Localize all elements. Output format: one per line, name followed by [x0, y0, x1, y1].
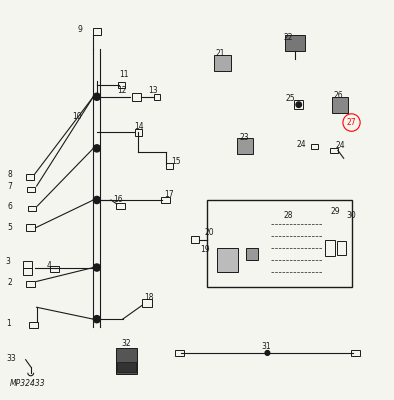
Text: 18: 18 — [144, 293, 154, 302]
Text: 24: 24 — [297, 140, 307, 149]
Text: 17: 17 — [164, 190, 173, 199]
Bar — [23, 261, 32, 268]
Bar — [285, 35, 305, 51]
Bar — [117, 362, 136, 372]
Bar — [26, 224, 35, 231]
Text: 3: 3 — [5, 257, 10, 266]
Bar — [118, 82, 125, 88]
Bar — [351, 350, 360, 356]
Text: MP32433: MP32433 — [10, 379, 46, 388]
Circle shape — [296, 102, 301, 108]
Text: 12: 12 — [117, 86, 126, 95]
Text: 24: 24 — [336, 141, 346, 150]
Bar — [330, 148, 338, 153]
Bar — [311, 144, 318, 149]
Text: 19: 19 — [200, 245, 210, 254]
Bar — [175, 350, 184, 356]
Text: 7: 7 — [7, 182, 12, 191]
Bar — [332, 97, 348, 113]
Bar — [142, 299, 152, 307]
Bar — [207, 200, 351, 287]
Circle shape — [265, 350, 270, 355]
Text: 27: 27 — [347, 118, 356, 127]
Bar — [28, 206, 36, 211]
Text: 5: 5 — [7, 223, 12, 232]
Bar — [166, 164, 173, 169]
Circle shape — [93, 316, 100, 323]
Text: 6: 6 — [7, 202, 12, 211]
Bar — [116, 202, 125, 209]
Text: 23: 23 — [239, 133, 249, 142]
Text: 13: 13 — [148, 86, 158, 95]
Bar — [132, 93, 141, 101]
Text: 25: 25 — [285, 94, 295, 103]
Text: 10: 10 — [72, 112, 82, 121]
Circle shape — [93, 196, 100, 204]
Bar — [162, 197, 170, 203]
Text: 1: 1 — [6, 320, 11, 328]
Text: 14: 14 — [134, 122, 144, 131]
Text: 30: 30 — [346, 210, 356, 220]
Bar — [217, 248, 238, 272]
Text: 32: 32 — [122, 339, 132, 348]
Text: 9: 9 — [78, 25, 83, 34]
Bar — [154, 94, 160, 100]
Bar — [237, 138, 253, 154]
Bar — [116, 348, 138, 374]
Text: 2: 2 — [7, 278, 12, 287]
Bar — [191, 236, 199, 243]
Bar — [29, 322, 38, 328]
Text: 20: 20 — [205, 228, 214, 237]
Text: 29: 29 — [330, 208, 340, 216]
Text: 31: 31 — [262, 342, 271, 352]
Bar — [93, 28, 101, 35]
Bar — [337, 241, 346, 255]
Text: 8: 8 — [7, 170, 12, 179]
Text: 16: 16 — [113, 196, 123, 204]
Bar — [50, 266, 58, 272]
Text: 15: 15 — [171, 156, 181, 166]
Bar — [26, 174, 34, 180]
Text: 22: 22 — [283, 33, 293, 42]
Text: 4: 4 — [46, 261, 51, 270]
Bar — [23, 268, 32, 275]
Bar — [325, 240, 336, 256]
Bar — [26, 281, 35, 287]
Bar — [27, 187, 35, 192]
Bar — [214, 55, 231, 71]
Text: 26: 26 — [333, 92, 343, 100]
Circle shape — [93, 145, 100, 152]
Text: 28: 28 — [283, 211, 293, 220]
Text: 21: 21 — [216, 48, 225, 58]
Circle shape — [93, 93, 100, 100]
Bar — [246, 248, 258, 260]
Circle shape — [93, 264, 100, 271]
Text: 33: 33 — [6, 354, 16, 363]
Bar — [135, 129, 142, 136]
Bar — [294, 100, 303, 109]
Text: 11: 11 — [119, 70, 128, 79]
